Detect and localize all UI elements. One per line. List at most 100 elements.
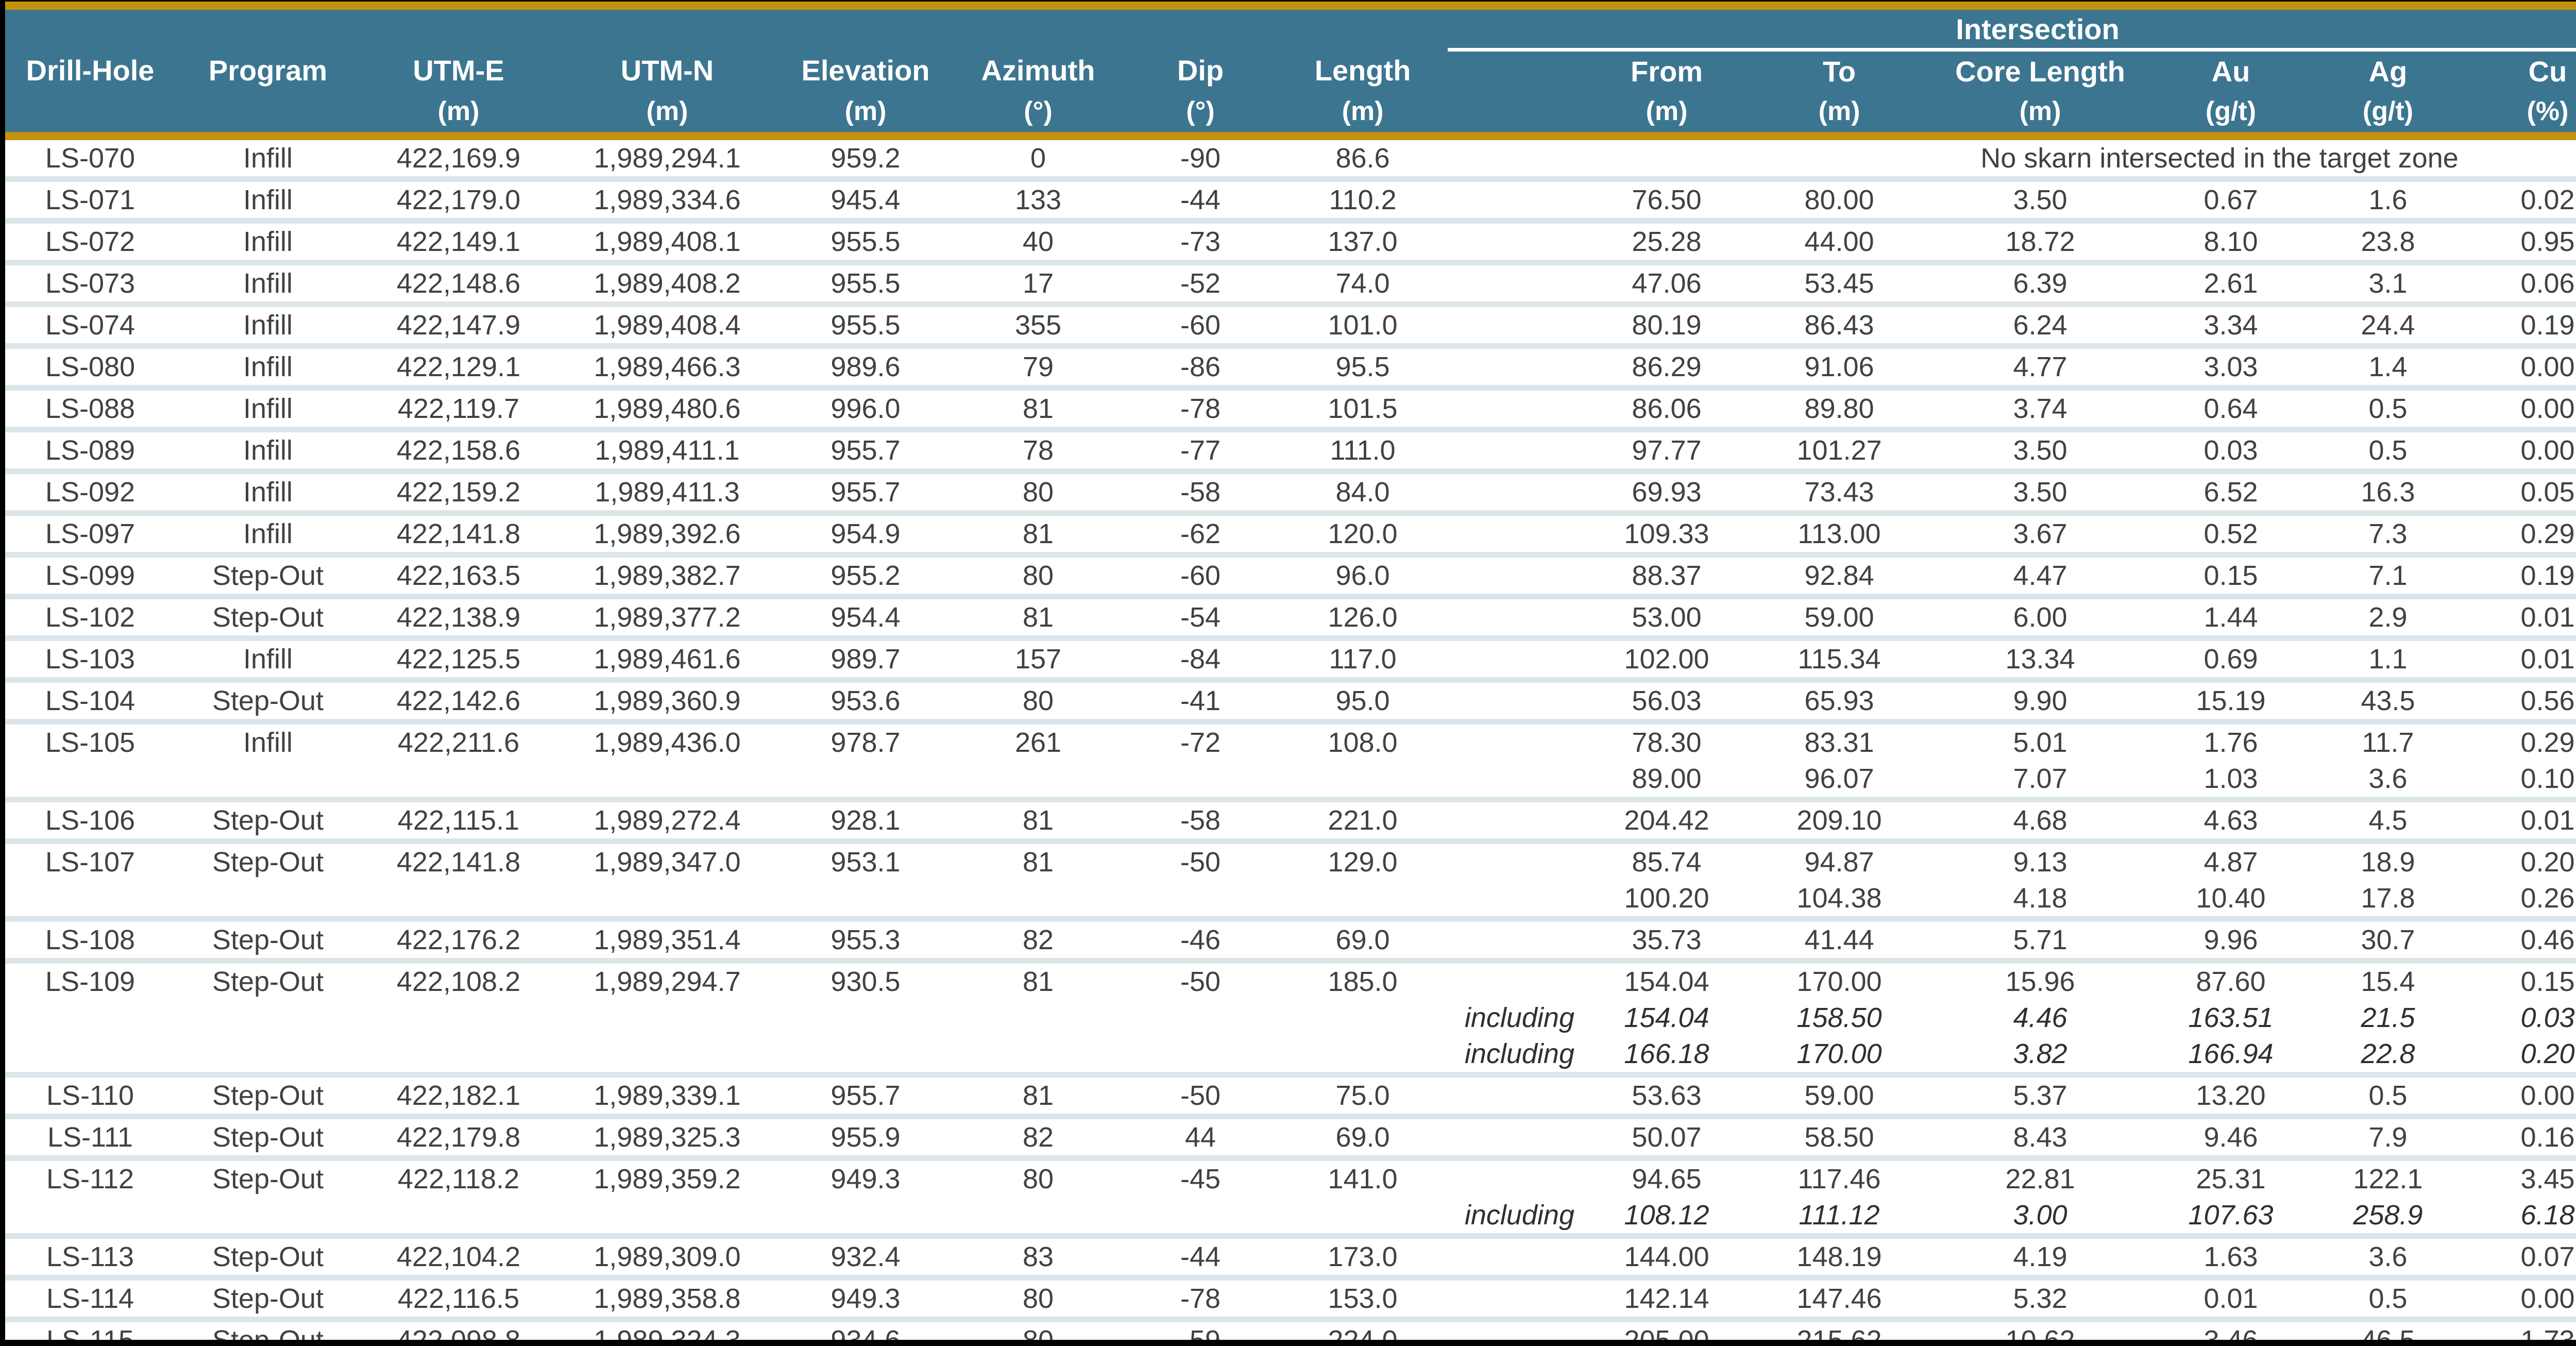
cell-to: 41.44 [1752, 916, 1927, 961]
cell-elevation: 955.5 [778, 218, 953, 263]
cell-blank [1123, 1036, 1278, 1075]
cell-program: Step-Out [175, 552, 361, 597]
cell-azimuth: 80 [953, 1155, 1123, 1197]
cell-dip: -78 [1123, 1275, 1278, 1320]
cell-azimuth: 80 [953, 677, 1123, 722]
cell-to: 53.45 [1752, 260, 1927, 305]
cell-dip: -50 [1123, 1072, 1278, 1117]
col-unit-qualifier [1448, 91, 1582, 140]
cell-blank [5, 761, 175, 800]
cell-ag: 3.1 [2308, 260, 2468, 305]
cell-ag: 11.7 [2308, 719, 2468, 761]
cell-dip: -60 [1123, 552, 1278, 597]
cell-qualifier [1448, 635, 1582, 680]
cell-program: Step-Out [175, 838, 361, 880]
cell-drill-hole: LS-111 [5, 1114, 175, 1158]
cell-to: 59.00 [1752, 1072, 1927, 1117]
table-row: LS-110 Step-Out 422,182.1 1,989,339.1 955.7 8… [5, 1072, 2576, 1117]
cell-au: 0.64 [2154, 385, 2308, 430]
cell-length: 221.0 [1278, 797, 1448, 842]
cell-drill-hole: LS-073 [5, 260, 175, 305]
cell-blank [1123, 1000, 1278, 1036]
table-row: LS-089 Infill 422,158.6 1,989,411.1 955.7 78-… [5, 427, 2576, 472]
cell-elevation: 959.2 [778, 136, 953, 179]
col-header-to: To [1752, 49, 1927, 91]
cell-elevation: 955.9 [778, 1114, 953, 1158]
cell-blank [361, 1000, 556, 1036]
cell-core-length: 9.90 [1927, 677, 2154, 722]
table-row: LS-099 Step-Out 422,163.5 1,989,382.7 955.2 8… [5, 552, 2576, 597]
cell-au: 8.10 [2154, 218, 2308, 263]
table-row: LS-105 Infill 422,211.6 1,989,436.0 978.7 261… [5, 719, 2576, 761]
cell-program: Infill [175, 218, 361, 263]
cell-utm-e: 422,104.2 [361, 1233, 556, 1278]
col-header-core-length: Core Length [1927, 49, 2154, 91]
col-header-program: Program [175, 49, 361, 91]
cell-core-length: 5.01 [1927, 719, 2154, 761]
cell-blank [556, 1000, 778, 1036]
cell-core-length: 6.00 [1927, 594, 2154, 638]
cell-drill-hole: LS-113 [5, 1233, 175, 1278]
cell-elevation: 928.1 [778, 797, 953, 842]
table-row: LS-112 Step-Out 422,118.2 1,989,359.2 949.3 8… [5, 1155, 2576, 1197]
cell-drill-hole: LS-092 [5, 468, 175, 513]
cell-program: Infill [175, 468, 361, 513]
cell-utm-e: 422,211.6 [361, 719, 556, 761]
cell-elevation: 955.2 [778, 552, 953, 597]
cell-blank [778, 761, 953, 800]
cell-qualifier [1448, 260, 1582, 305]
table-row: LS-108 Step-Out 422,176.2 1,989,351.4 955.3 8… [5, 916, 2576, 961]
cell-blank [175, 1197, 361, 1236]
cell-utm-e: 422,179.8 [361, 1114, 556, 1158]
cell-core-length: 5.32 [1927, 1275, 2154, 1320]
cell-core-length: 4.47 [1927, 552, 2154, 597]
cell-drill-hole: LS-070 [5, 136, 175, 179]
cell-cu: 0.29 [2468, 719, 2576, 761]
cell-cu: 0.01 [2468, 594, 2576, 638]
cell-core-length: 6.39 [1927, 260, 2154, 305]
cell-core-length: 13.34 [1927, 635, 2154, 680]
cell-utm-e: 422,141.8 [361, 838, 556, 880]
cell-au: 3.46 [2154, 1317, 2308, 1340]
cell-qualifier [1448, 1233, 1582, 1278]
cell-drill-hole: LS-071 [5, 176, 175, 221]
cell-blank [361, 880, 556, 919]
cell-azimuth: 78 [953, 427, 1123, 472]
cell-blank [778, 1000, 953, 1036]
cell-au: 0.69 [2154, 635, 2308, 680]
cell-core-length: 3.82 [1927, 1036, 2154, 1075]
col-unit-au: (g/t) [2154, 91, 2308, 140]
cell-qualifier [1448, 761, 1582, 800]
cell-dip: -62 [1123, 510, 1278, 555]
cell-azimuth: 82 [953, 916, 1123, 961]
cell-elevation: 954.9 [778, 510, 953, 555]
cell-qualifier [1448, 1114, 1582, 1158]
cell-azimuth: 80 [953, 1317, 1123, 1340]
cell-qualifier [1448, 1317, 1582, 1340]
cell-length: 101.0 [1278, 301, 1448, 346]
cell-from: 47.06 [1582, 260, 1752, 305]
cell-qualifier [1448, 916, 1582, 961]
cell-azimuth: 80 [953, 1275, 1123, 1320]
cell-length: 74.0 [1278, 260, 1448, 305]
cell-dip: -41 [1123, 677, 1278, 722]
col-unit-drill-hole [5, 91, 175, 140]
drill-results-table: Intersection Drill-Hole Program UTM-E UT… [5, 2, 2576, 1340]
cell-drill-hole: LS-106 [5, 797, 175, 842]
cell-au: 163.51 [2154, 1000, 2308, 1036]
cell-core-length: 15.96 [1927, 958, 2154, 1000]
cell-dip: -73 [1123, 218, 1278, 263]
cell-blank [556, 1036, 778, 1075]
cell-from: 86.06 [1582, 385, 1752, 430]
cell-length: 95.5 [1278, 343, 1448, 388]
cell-drill-hole: LS-112 [5, 1155, 175, 1197]
cell-from: 94.65 [1582, 1155, 1752, 1197]
col-header-utm-e: UTM-E [361, 49, 556, 91]
cell-to: 147.46 [1752, 1275, 1927, 1320]
cell-dip: -54 [1123, 594, 1278, 638]
cell-core-length: 4.68 [1927, 797, 2154, 842]
cell-core-length: 3.50 [1927, 427, 2154, 472]
cell-dip: -77 [1123, 427, 1278, 472]
cell-cu: 0.01 [2468, 635, 2576, 680]
cell-ag: 43.5 [2308, 677, 2468, 722]
